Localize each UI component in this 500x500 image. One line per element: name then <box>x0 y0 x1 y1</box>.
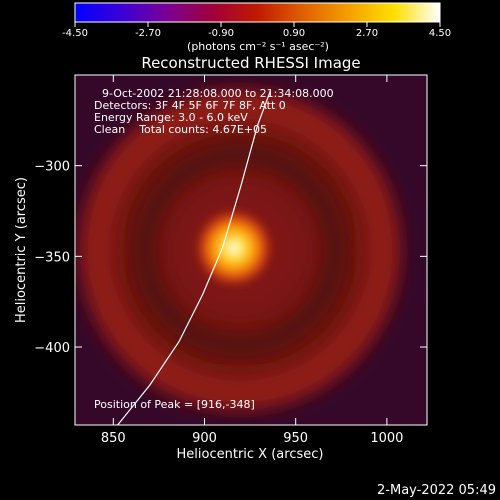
colorbar <box>74 2 441 23</box>
peak-position-text: Position of Peak = [916,-348] <box>94 398 255 411</box>
y-tick-label: −350 <box>34 250 70 265</box>
plot-area <box>75 75 427 425</box>
observation-info: 9-Oct-2002 21:28:08.000 to 21:34:08.000 … <box>94 87 334 136</box>
colorbar-tick-label: -2.70 <box>135 28 161 39</box>
colorbar-tick-label: 4.50 <box>429 28 451 39</box>
peak-source <box>194 208 274 288</box>
y-tick-label: −300 <box>34 160 70 175</box>
inner-ring-shadow <box>134 144 346 356</box>
colorbar-tick-label: 2.70 <box>356 28 378 39</box>
colorbar-tick-label: 0.90 <box>283 28 305 39</box>
colorbar-tick-label: -4.50 <box>62 28 88 39</box>
colorbar-ticks: -4.50 -2.70 -0.90 0.90 2.70 4.50 <box>62 22 451 39</box>
x-tick-label: 850 <box>101 431 126 446</box>
y-axis-ticks: −300 −350 −400 <box>34 160 427 356</box>
render-timestamp: 2-May-2022 05:49 <box>377 483 496 498</box>
x-axis-ticks: 850 900 950 1000 <box>101 75 403 446</box>
colorbar-unit-label: (photons cm⁻² s⁻¹ asec⁻²) <box>187 40 329 53</box>
colorbar-tick-label: -0.90 <box>208 28 234 39</box>
time-range-text: 9-Oct-2002 21:28:08.000 to 21:34:08.000 <box>102 87 334 100</box>
clean-counts-text: Clean Total counts: 4.67E+05 <box>94 123 267 136</box>
y-axis-label: Heliocentric Y (arcsec) <box>14 177 29 323</box>
chart-title: Reconstructed RHESSI Image <box>141 54 360 72</box>
solar-limb-line <box>116 91 271 425</box>
x-tick-label: 1000 <box>370 431 403 446</box>
y-tick-label: −400 <box>34 341 70 356</box>
x-axis-label: Heliocentric X (arcsec) <box>177 447 324 462</box>
emission-ring <box>80 90 400 410</box>
x-tick-label: 900 <box>192 431 217 446</box>
energy-range-text: Energy Range: 3.0 - 6.0 keV <box>94 111 248 124</box>
detectors-text: Detectors: 3F 4F 5F 6F 7F 8F, Att 0 <box>94 99 286 112</box>
plot-frame <box>74 74 428 426</box>
x-tick-label: 950 <box>283 431 308 446</box>
